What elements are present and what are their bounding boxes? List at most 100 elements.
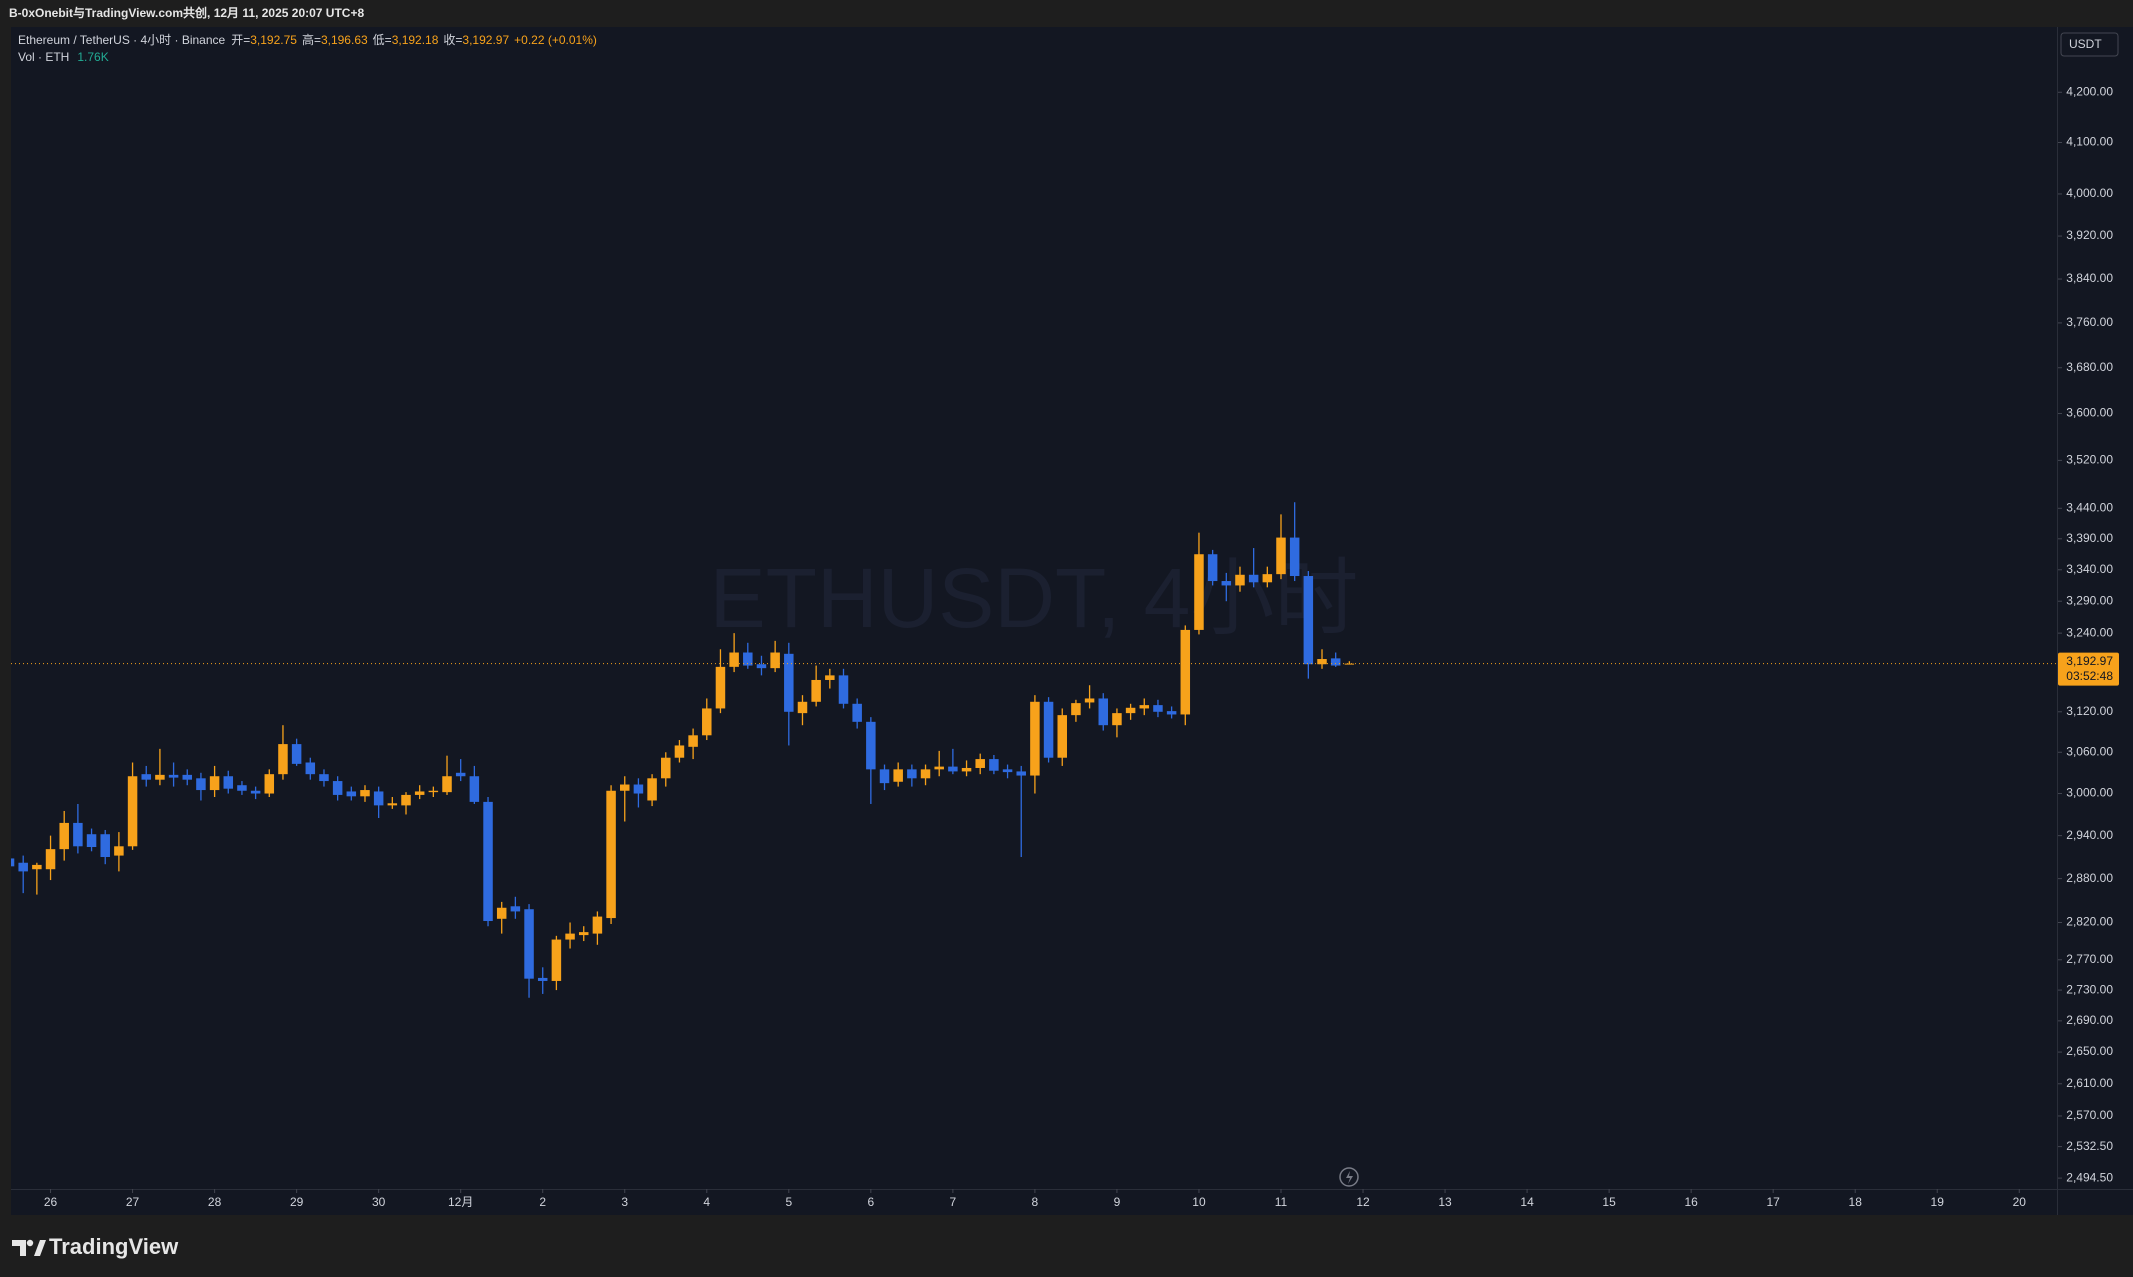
candle-body bbox=[633, 784, 644, 794]
logo-part bbox=[34, 1240, 46, 1256]
candle-body bbox=[319, 774, 329, 782]
candle-body bbox=[688, 735, 698, 747]
legend-value: 3,192.18 bbox=[392, 33, 439, 47]
candle-body bbox=[11, 858, 15, 867]
candle-body bbox=[934, 766, 944, 770]
watermark: ETHUSDT, 4小时 bbox=[710, 551, 1359, 645]
candle-body bbox=[825, 675, 835, 680]
x-tick-label: 15 bbox=[1602, 1195, 1616, 1209]
x-tick-label: 28 bbox=[208, 1195, 222, 1209]
candle-body bbox=[1153, 705, 1163, 712]
candle-body bbox=[141, 774, 151, 780]
y-tick-label: 3,060.00 bbox=[2066, 744, 2113, 758]
y-tick-label: 4,200.00 bbox=[2066, 84, 2113, 98]
x-tick-label: 6 bbox=[867, 1195, 874, 1209]
x-tick-label: 7 bbox=[950, 1195, 957, 1209]
ohlc-legend: Ethereum / TetherUS · 4小时 · Binance 开=3,1… bbox=[18, 32, 597, 47]
y-tick-label: 3,600.00 bbox=[2066, 406, 2113, 420]
volume-name: Vol · ETH bbox=[18, 50, 69, 64]
candle-body bbox=[45, 849, 56, 870]
candle-body bbox=[469, 776, 480, 802]
x-tick-label: 10 bbox=[1192, 1195, 1206, 1209]
x-tick-label: 26 bbox=[44, 1195, 58, 1209]
candle-body bbox=[100, 834, 110, 858]
candle-body bbox=[264, 774, 275, 794]
candle-body bbox=[346, 791, 357, 797]
y-tick-label: 3,680.00 bbox=[2066, 360, 2113, 374]
x-tick-label: 29 bbox=[290, 1195, 304, 1209]
candle-body bbox=[578, 932, 589, 936]
candle-body bbox=[18, 862, 28, 872]
y-tick-label: 3,340.00 bbox=[2066, 562, 2113, 576]
candle-body bbox=[838, 675, 849, 704]
candle-body bbox=[565, 933, 575, 940]
candle-body bbox=[524, 909, 534, 979]
x-tick-label: 9 bbox=[1114, 1195, 1121, 1209]
volume-legend: Vol · ETH 1.76K bbox=[18, 50, 109, 64]
candle-body bbox=[1303, 576, 1314, 665]
brand: TradingView bbox=[49, 1234, 179, 1259]
x-tick-label: 3 bbox=[621, 1195, 628, 1209]
x-tick-label: 27 bbox=[126, 1195, 140, 1209]
candle-body bbox=[715, 666, 726, 709]
candle-body bbox=[1002, 769, 1013, 773]
candle-body bbox=[1057, 715, 1067, 758]
candle-body bbox=[551, 939, 562, 981]
volume-value: 1.76K bbox=[77, 50, 108, 64]
candle-body bbox=[1016, 771, 1026, 776]
x-tick-label: 30 bbox=[372, 1195, 386, 1209]
header-text: B-0xOnebit与TradingView.com共创, 12月 11, 20… bbox=[9, 5, 364, 20]
y-tick-label: 3,240.00 bbox=[2066, 625, 2113, 639]
candle-body bbox=[1139, 705, 1150, 709]
candle-body bbox=[1289, 537, 1300, 577]
candle-body bbox=[510, 906, 521, 912]
candle-body bbox=[920, 769, 931, 779]
x-tick-label: 17 bbox=[1766, 1195, 1780, 1209]
candle-body bbox=[428, 790, 439, 793]
candle-body bbox=[1166, 711, 1177, 715]
candle-body bbox=[537, 977, 548, 981]
y-tick-label: 2,940.00 bbox=[2066, 828, 2113, 842]
candle-body bbox=[59, 822, 69, 850]
x-tick-label: 19 bbox=[1931, 1195, 1945, 1209]
candle-body bbox=[852, 703, 862, 722]
x-tick-label: 18 bbox=[1849, 1195, 1863, 1209]
candle-body bbox=[1098, 698, 1109, 726]
y-tick-label: 3,440.00 bbox=[2066, 500, 2113, 514]
y-tick-label: 4,000.00 bbox=[2066, 186, 2113, 200]
candle-body bbox=[1112, 713, 1122, 726]
x-tick-label: 8 bbox=[1032, 1195, 1039, 1209]
y-tick-label: 2,730.00 bbox=[2066, 982, 2113, 996]
candle-body bbox=[250, 790, 261, 794]
candle-body bbox=[1235, 574, 1245, 586]
x-tick-label: 11 bbox=[1275, 1195, 1288, 1209]
candle-body bbox=[1207, 554, 1218, 582]
candle-body bbox=[196, 778, 206, 791]
lightning-glyph bbox=[1346, 1171, 1353, 1184]
y-tick-label: 4,100.00 bbox=[2066, 135, 2113, 149]
legend-key: 开= bbox=[231, 33, 250, 47]
candle-body bbox=[237, 785, 247, 791]
x-tick-label: 5 bbox=[785, 1195, 792, 1209]
y-tick-label: 2,770.00 bbox=[2066, 952, 2113, 966]
candle-body bbox=[756, 664, 767, 669]
candle-body bbox=[1043, 701, 1054, 758]
y-tick-label: 3,520.00 bbox=[2066, 453, 2113, 467]
lightning-icon[interactable] bbox=[1339, 1167, 1359, 1187]
y-tick-label: 2,880.00 bbox=[2066, 871, 2113, 885]
candle-body bbox=[1344, 663, 1355, 665]
x-tick-label: 4 bbox=[703, 1195, 710, 1209]
candle-body bbox=[209, 776, 220, 791]
last-price-label: 3,192.97 bbox=[2066, 654, 2113, 668]
y-tick-label: 2,650.00 bbox=[2066, 1044, 2113, 1058]
candle-body bbox=[305, 762, 316, 775]
candle-body bbox=[401, 794, 411, 806]
candle-body bbox=[278, 744, 288, 775]
legend-value: 3,192.75 bbox=[250, 33, 297, 47]
candle-body bbox=[784, 653, 794, 712]
candle-body bbox=[1262, 574, 1273, 583]
logo-part bbox=[12, 1240, 26, 1256]
x-tick-label: 20 bbox=[2013, 1195, 2027, 1209]
candle-body bbox=[661, 757, 671, 779]
candle-body bbox=[729, 652, 739, 667]
